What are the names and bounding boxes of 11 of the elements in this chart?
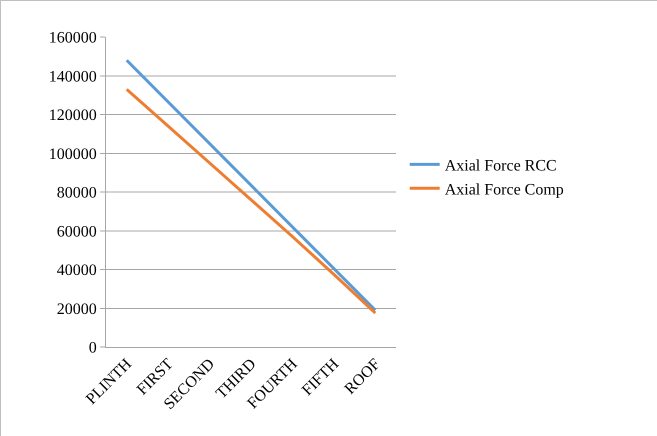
y-tick-label: 100000 bbox=[48, 146, 97, 163]
y-tick-label: 80000 bbox=[56, 184, 97, 202]
legend-label: Axial Force Comp bbox=[444, 181, 564, 198]
y-tick-label: 120000 bbox=[48, 107, 97, 124]
legend-label: Axial Force RCC bbox=[444, 158, 557, 175]
y-tick-label: 40000 bbox=[56, 262, 97, 280]
y-tick-label: 0 bbox=[88, 340, 97, 357]
y-tick-label: 160000 bbox=[48, 30, 97, 47]
y-tick-label: 60000 bbox=[56, 223, 97, 240]
y-tick-label: 20000 bbox=[56, 300, 97, 318]
y-tick-label: 140000 bbox=[48, 68, 97, 86]
